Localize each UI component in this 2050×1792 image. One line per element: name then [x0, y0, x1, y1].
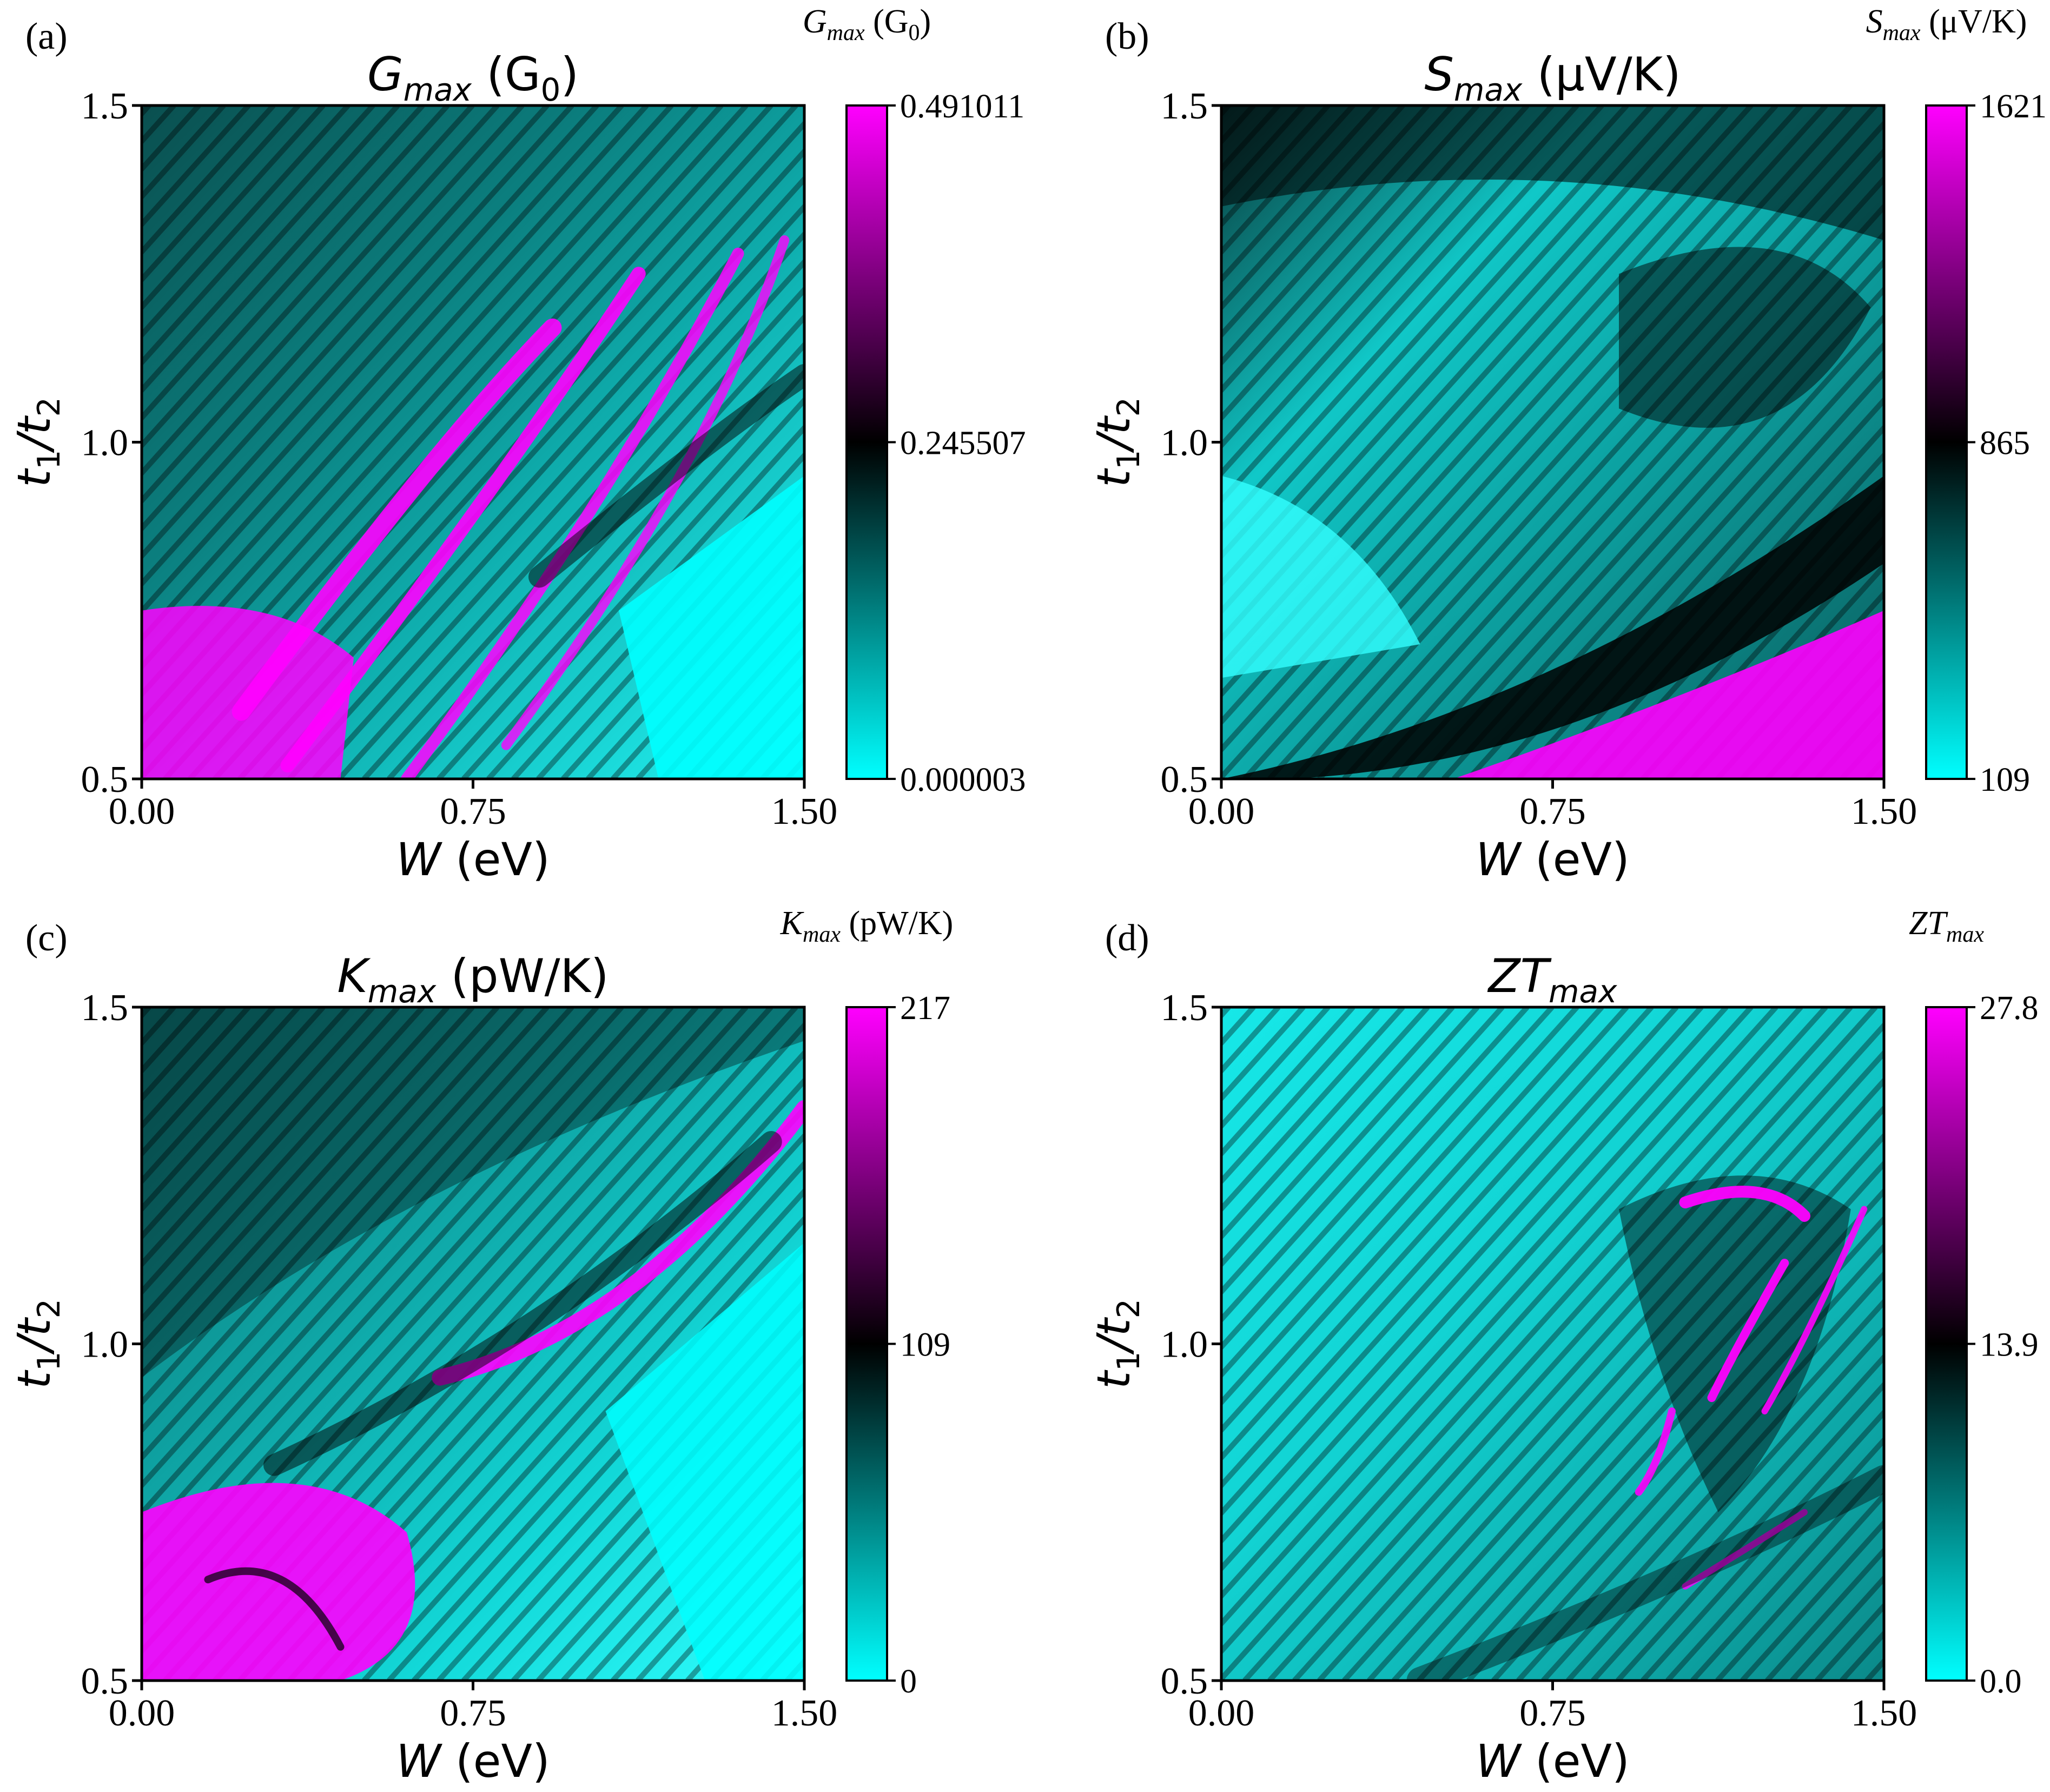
y-tick-label: 1.5: [81, 987, 129, 1029]
panel-label: (a): [25, 16, 68, 57]
y-tick-label: 1.0: [81, 422, 129, 464]
chart-title: Kmax (pW/K): [337, 949, 609, 1010]
panel-a: 0.00 0.75 1.50 0.5 1.0 1.5 W (eV) t1/t2 Gmax (G0…: [8, 3, 1026, 886]
colorbar-tick-label: 0.245507: [900, 425, 1026, 462]
panel-label: (d): [1105, 917, 1149, 959]
heatmap: [142, 1007, 804, 1681]
x-tick-label: 1.50: [1851, 791, 1917, 832]
y-tick-label: 1.5: [1161, 987, 1208, 1029]
colorbar: [1925, 1006, 1968, 1682]
y-tick-label: 1.0: [1161, 1324, 1208, 1366]
y-tick-label: 1.5: [81, 85, 129, 127]
x-tick-label: 0.75: [1519, 791, 1586, 832]
y-tick-label: 0.5: [1161, 759, 1208, 801]
colorbar-label: Gmax (G0): [803, 3, 931, 45]
panel-label: (b): [1105, 16, 1149, 57]
x-tick-label: 0.75: [440, 791, 506, 832]
colorbar-tick-label: 27.8: [1980, 990, 2039, 1027]
x-tick-label: 1.50: [771, 1692, 838, 1734]
colorbar-tick-label: 13.9: [1980, 1327, 2039, 1364]
y-axis-label: t1/t2: [1087, 1299, 1147, 1389]
x-tick-label: 0.00: [109, 1692, 175, 1734]
y-tick-label: 1.0: [1161, 422, 1208, 464]
x-tick-label: 0.00: [1188, 1692, 1255, 1734]
colorbar: [1925, 104, 1968, 780]
colorbar-label: ZTmax: [1909, 905, 1984, 947]
panel-d: 0.00 0.75 1.50 0.5 1.0 1.5 W (eV) t1/t2 ZTmax (d)…: [1087, 905, 2039, 1788]
chart-title: Smax (μV/K): [1424, 48, 1681, 108]
panel-b: 0.00 0.75 1.50 0.5 1.0 1.5 W (eV) t1/t2 Smax (μV…: [1087, 3, 2047, 886]
y-tick-label: 0.5: [81, 759, 129, 801]
colorbar-label: Kmax (pW/K): [780, 905, 954, 947]
y-axis-label: t1/t2: [8, 1299, 67, 1389]
x-tick-label: 1.50: [1851, 1692, 1917, 1734]
colorbar-tick-label: 0: [900, 1663, 917, 1700]
colorbar: [845, 104, 888, 780]
x-tick-label: 1.50: [771, 791, 838, 832]
chart-title: Gmax (G0): [367, 48, 579, 108]
colorbar-tick-label: 0.0: [1980, 1663, 2022, 1700]
y-tick-label: 1.5: [1161, 85, 1208, 127]
y-tick-label: 0.5: [81, 1661, 129, 1702]
colorbar-tick-label: 217: [900, 990, 950, 1027]
x-tick-label: 0.75: [1519, 1692, 1586, 1734]
x-tick-label: 0.00: [1188, 791, 1255, 832]
colorbar: [845, 1006, 888, 1682]
x-axis-label: W (eV): [396, 833, 550, 886]
x-axis-label: W (eV): [1476, 833, 1629, 886]
x-axis-label: W (eV): [396, 1735, 550, 1788]
colorbar-tick-label: 0.491011: [900, 88, 1024, 125]
heatmap: [1221, 105, 1884, 779]
colorbar-tick-label: 109: [1980, 762, 2030, 798]
y-tick-label: 1.0: [81, 1324, 129, 1366]
colorbar-tick-label: 1621: [1980, 88, 2047, 125]
y-axis-label: t1/t2: [1087, 397, 1147, 487]
x-tick-label: 0.75: [440, 1692, 506, 1734]
colorbar-tick-label: 865: [1980, 425, 2030, 462]
y-tick-label: 0.5: [1161, 1661, 1208, 1702]
y-axis-label: t1/t2: [8, 397, 67, 487]
x-axis-label: W (eV): [1476, 1735, 1629, 1788]
panel-label: (c): [25, 917, 68, 959]
colorbar-tick-label: 0.000003: [900, 762, 1026, 798]
heatmap: [142, 105, 804, 779]
colorbar-tick-label: 109: [900, 1327, 950, 1364]
x-tick-label: 0.00: [109, 791, 175, 832]
panel-c: 0.00 0.75 1.50 0.5 1.0 1.5 W (eV) t1/t2 Kmax (pW…: [8, 905, 954, 1788]
colorbar-label: Smax (μV/K): [1866, 3, 2027, 45]
chart-title: ZTmax: [1487, 949, 1617, 1010]
heatmap: [1221, 1007, 1884, 1681]
